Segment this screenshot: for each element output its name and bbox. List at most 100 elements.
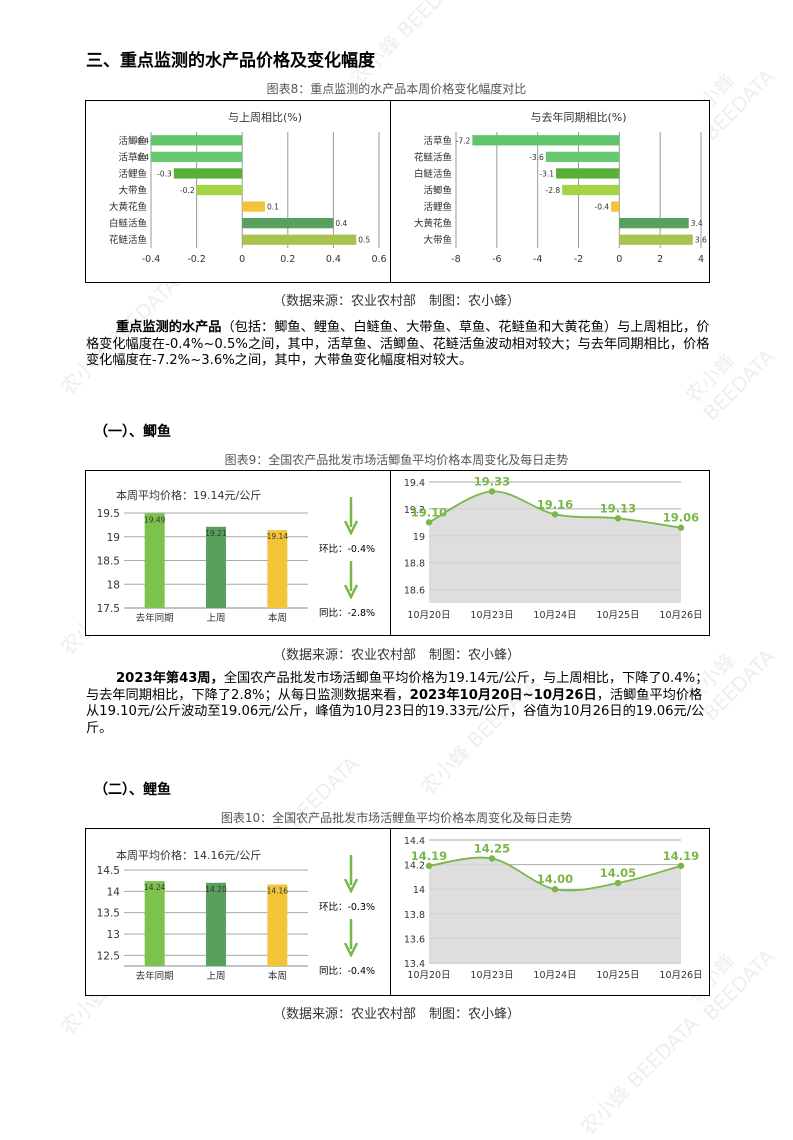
fig9-huanbi: 环比：-0.4%: [319, 544, 376, 555]
para1-text: （包括：鲫鱼、鲤鱼、白鲢鱼、大带鱼、草鱼、花鲢鱼和大黄花鱼）与上周相比，价格变化…: [86, 320, 710, 368]
x-tick-label: -2: [574, 254, 583, 265]
y-tick-label: 18.5: [97, 556, 120, 568]
x-tick-label: 10月20日: [407, 970, 450, 981]
y-tick-label: 18: [107, 579, 120, 591]
data-label: 14.05: [600, 866, 636, 880]
data-label: 19.21: [205, 529, 227, 538]
x-tick-label: 0: [616, 254, 622, 265]
bar: [144, 881, 165, 966]
x-tick-label: 10月25日: [596, 970, 639, 981]
figure-8-caption: 图表8：重点监测的水产品本周价格变化幅度对比: [266, 82, 527, 96]
x-tick-label: 0.4: [326, 254, 341, 265]
arrow-down-icon: [344, 497, 358, 535]
data-point: [425, 519, 433, 526]
data-label: 19.33: [474, 474, 510, 488]
category-label: 上周: [206, 613, 225, 624]
data-label: 0.5: [358, 236, 370, 245]
bar: [144, 513, 165, 608]
fig10-huanbi: 环比：-0.3%: [319, 902, 376, 913]
x-tick-label: -4: [533, 254, 542, 265]
category-label: 活草鱼: [118, 151, 147, 163]
x-tick-label: 10月23日: [470, 970, 513, 981]
watermark: 农小蜂 BEEDATA: [575, 1011, 704, 1140]
x-tick-label: 10月26日: [659, 610, 702, 621]
data-point: [677, 524, 685, 531]
data-label: 0.4: [335, 219, 347, 228]
y-tick-label: 14.4: [404, 836, 425, 847]
x-tick-label: 10月20日: [407, 610, 450, 621]
category-label: 去年同期: [136, 612, 174, 624]
category-label: 大带鱼: [423, 234, 452, 246]
fig9-avg-label: 本周平均价格：19.14元/公斤: [116, 489, 262, 502]
figure-10-caption: 图表10：全国农产品批发市场活鲤鱼平均价格本周变化及每日走势: [220, 811, 573, 825]
category-label: 大黄花鱼: [414, 218, 452, 230]
x-tick-label: -0.4: [142, 254, 161, 265]
y-tick-label: 19.5: [97, 508, 120, 520]
data-label: 14.25: [474, 841, 510, 855]
x-tick-label: 0.2: [280, 254, 295, 265]
category-label: 上周: [206, 971, 225, 982]
fig10-avg-label: 本周平均价格：14.16元/公斤: [116, 849, 262, 862]
y-tick-label: 14.2: [404, 861, 425, 872]
y-tick-label: 13.4: [404, 959, 425, 970]
bar: [619, 234, 693, 245]
bar: [611, 201, 620, 212]
data-label: -0.2: [180, 186, 195, 195]
data-label: 14.19: [663, 849, 699, 863]
y-tick-label: 13.5: [97, 908, 120, 920]
y-tick-label: 19.4: [404, 478, 425, 489]
data-label: 19.49: [144, 515, 166, 524]
x-tick-label: -6: [492, 254, 501, 265]
para1-bold: 重点监测的水产品: [116, 320, 222, 335]
bar: [206, 526, 226, 608]
x-tick-label: 10月24日: [533, 610, 576, 621]
figure-8-source: （数据来源：农业农村部 制图：农小蜂）: [272, 294, 520, 309]
category-label: 活草鱼: [423, 135, 452, 147]
x-tick-label: 10月23日: [470, 610, 513, 621]
data-point: [551, 886, 559, 893]
bar: [196, 184, 243, 196]
x-tick-label: 10月26日: [659, 970, 702, 981]
x-tick-label: -0.2: [187, 254, 206, 265]
chart-title: 与上周相比(%): [228, 111, 302, 124]
data-point: [488, 855, 496, 862]
data-point: [488, 488, 496, 495]
y-tick-label: 14.5: [97, 865, 120, 877]
bar: [173, 168, 243, 179]
y-tick-label: 19.2: [404, 505, 425, 516]
bar: [151, 135, 243, 146]
data-label: -7.2: [456, 136, 471, 145]
bar: [242, 218, 334, 229]
figure-9-caption: 图表9：全国农产品批发市场活鲫鱼平均价格本周变化及每日走势: [224, 453, 569, 467]
figure-9-source: （数据来源：农业农村部 制图：农小蜂）: [272, 648, 520, 663]
fig9-left-panel: 17.5 18 18.5 19 19.5 19.49 去年同期 19.21 上周 19.14 本周 …: [85, 470, 392, 636]
fig10-bar-chart: 12.5 13 13.5 14 14.5 14.24 去年同期 14.20 上周 14.16 本周: [97, 865, 308, 982]
data-label: -0.4: [134, 153, 149, 162]
fig9-right-panel: 18.6 18.8 19 19.2 19.4 19.10 10月20日 19.33 10月23日…: [390, 470, 710, 636]
data-label: 14.24: [144, 883, 166, 892]
data-label: -3.6: [529, 153, 544, 162]
data-label: 14.00: [537, 872, 573, 886]
category-label: 本周: [268, 612, 287, 624]
section-1-title: （一）、鲫鱼: [94, 424, 171, 440]
x-tick-label: 4: [698, 254, 704, 265]
data-point: [425, 862, 433, 870]
x-tick-label: 2: [657, 254, 663, 265]
category-label: 活鲤鱼: [423, 201, 452, 213]
para2-text-2: ，活鲫鱼平均价格从19.10元/公斤波动至19.06元/公斤，峰值为10月23日…: [86, 687, 705, 736]
x-tick-label: 0.6: [371, 254, 386, 265]
data-label: -0.4: [134, 136, 149, 145]
y-tick-label: 13: [107, 929, 120, 941]
x-tick-label: 0: [239, 254, 245, 265]
y-tick-label: 17.5: [97, 603, 120, 615]
data-label: -3.1: [539, 169, 554, 178]
y-tick-label: 12.5: [97, 950, 120, 962]
category-label: 去年同期: [136, 970, 174, 982]
bar: [242, 201, 265, 212]
data-label: 19.13: [600, 501, 636, 515]
data-label: 14.16: [267, 887, 289, 896]
category-label: 花鲢活鱼: [414, 151, 452, 163]
y-tick-label: 19: [413, 532, 425, 543]
data-label: 19.14: [267, 532, 289, 541]
category-label: 本周: [268, 970, 287, 982]
